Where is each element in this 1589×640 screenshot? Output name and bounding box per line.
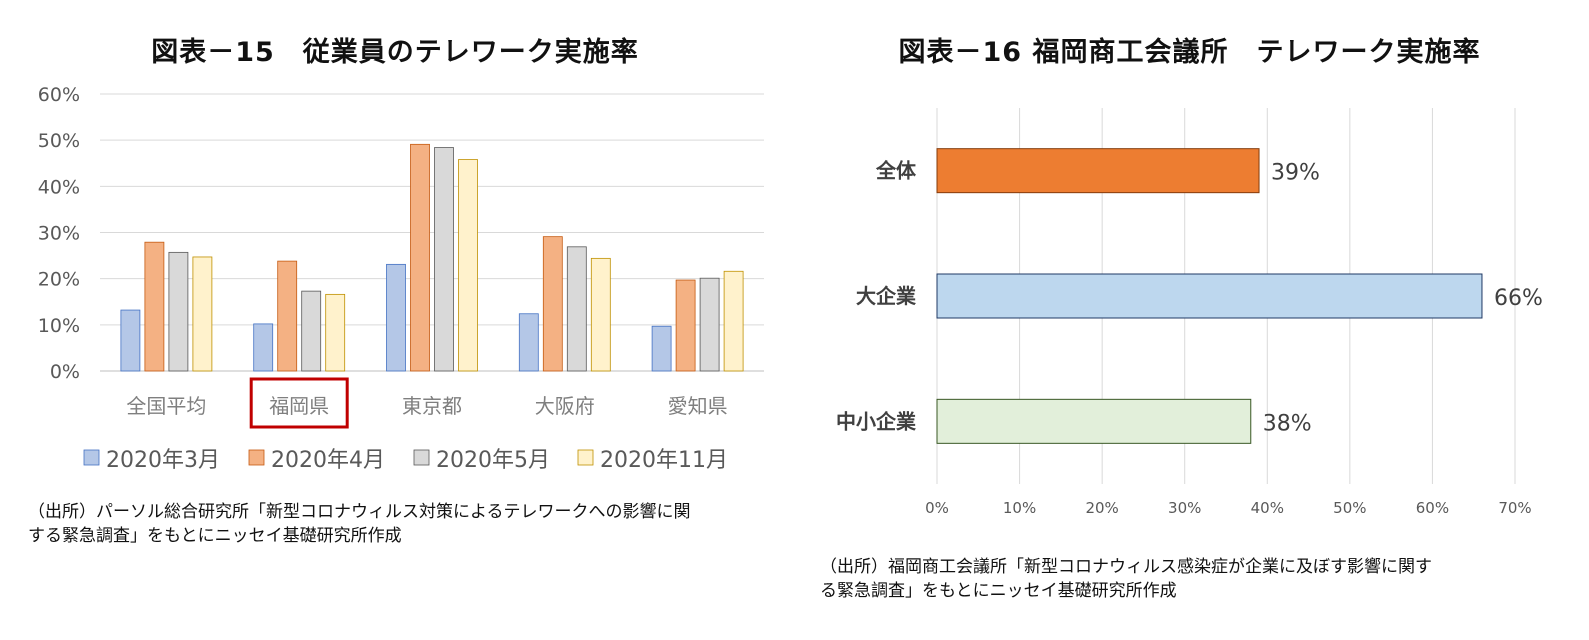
bar-4 [723, 270, 744, 372]
source-note-left: （出所）パーソル総合研究所「新型コロナウィルス対策によるテレワークへの影響に関 … [28, 502, 691, 546]
chart-panel-right: 図表－16 福岡商工会議所 テレワーク実施率 0% 10% 20% 30% 40% 50%… [790, 0, 1589, 640]
y-tick-label: 中小企業 [836, 409, 917, 433]
bar-1 [120, 309, 141, 372]
x-tick-label: 東京都 [402, 394, 462, 418]
bar-3 [301, 290, 322, 372]
source-note-right: （出所）福岡商工会議所「新型コロナウィルス感染症が企業に及ぼす影響に関す る緊急… [820, 557, 1432, 601]
legend-label: 2020年5月 [436, 448, 550, 473]
bar-4 [458, 159, 478, 372]
legend-label: 2020年3月 [106, 448, 220, 473]
bar-3 [168, 251, 189, 372]
bar-1 [518, 313, 539, 372]
x-tick-label: 70% [1498, 499, 1531, 517]
x-tick-label: 50% [1333, 499, 1366, 517]
data-label: 39% [1271, 161, 1320, 186]
bar-4 [192, 256, 213, 372]
y-tick-label: 60% [38, 84, 80, 106]
legend-swatch [248, 449, 265, 466]
bar-2 [542, 236, 563, 372]
legend-label: 2020年4月 [271, 448, 385, 473]
bar-3 [434, 147, 454, 372]
y-tick-label: 0% [50, 361, 80, 383]
y-tick-label: 全体 [875, 159, 917, 183]
chart-left-svg: 0% 10% 20% 30% 40% 50% 60% 全国平均 福岡県 東京都 大阪府 愛知県 2020… [38, 84, 764, 473]
x-tick-label: 愛知県 [668, 394, 728, 418]
x-tick-label: 10% [1003, 499, 1036, 517]
y-tick-label: 大企業 [856, 284, 917, 308]
bar-3 [566, 246, 587, 372]
legend-label: 2020年11月 [600, 448, 728, 473]
chart-title-left: 図表－15 従業員のテレワーク実施率 [151, 37, 639, 68]
bar-1 [253, 323, 274, 372]
bar [936, 148, 1260, 194]
x-tick-label: 全国平均 [126, 394, 206, 418]
data-label: 38% [1263, 411, 1312, 436]
y-tick-label: 30% [38, 223, 80, 245]
x-tick-label: 20% [1085, 499, 1118, 517]
x-tick-label: 40% [1251, 499, 1284, 517]
y-tick-label: 10% [38, 315, 80, 337]
bar-2 [675, 279, 696, 372]
x-tick-label: 60% [1416, 499, 1449, 517]
data-label: 66% [1494, 286, 1543, 311]
bar [936, 273, 1483, 319]
x-tick-label: 0% [925, 499, 949, 517]
bar-2 [277, 260, 298, 372]
bar-1 [651, 325, 672, 372]
y-tick-label: 40% [38, 176, 80, 198]
bar-2 [144, 241, 165, 372]
x-tick-label: 福岡県 [269, 394, 329, 418]
bar-3 [699, 277, 720, 372]
y-tick-label: 20% [38, 269, 80, 291]
y-tick-label: 50% [38, 130, 80, 152]
chart-right-svg: 0% 10% 20% 30% 40% 50% 60% 70% 全体 39% 大企業 66% 中小企業 38… [836, 108, 1543, 517]
highlight-box [249, 377, 349, 429]
bar-1 [386, 263, 406, 372]
chart-title-right: 図表－16 福岡商工会議所 テレワーク実施率 [898, 37, 1481, 68]
bar-4 [325, 293, 346, 372]
legend-swatch [83, 449, 100, 466]
bar-4 [590, 257, 611, 372]
chart-panel-left: 図表－15 従業員のテレワーク実施率 0% 10% 20% 30% 40% 50% 60% 全… [0, 0, 790, 640]
bar [936, 398, 1252, 444]
bar-2 [410, 143, 430, 372]
legend-swatch [577, 449, 594, 466]
legend-swatch [413, 449, 430, 466]
x-tick-label: 30% [1168, 499, 1201, 517]
x-tick-label: 大阪府 [535, 394, 595, 418]
